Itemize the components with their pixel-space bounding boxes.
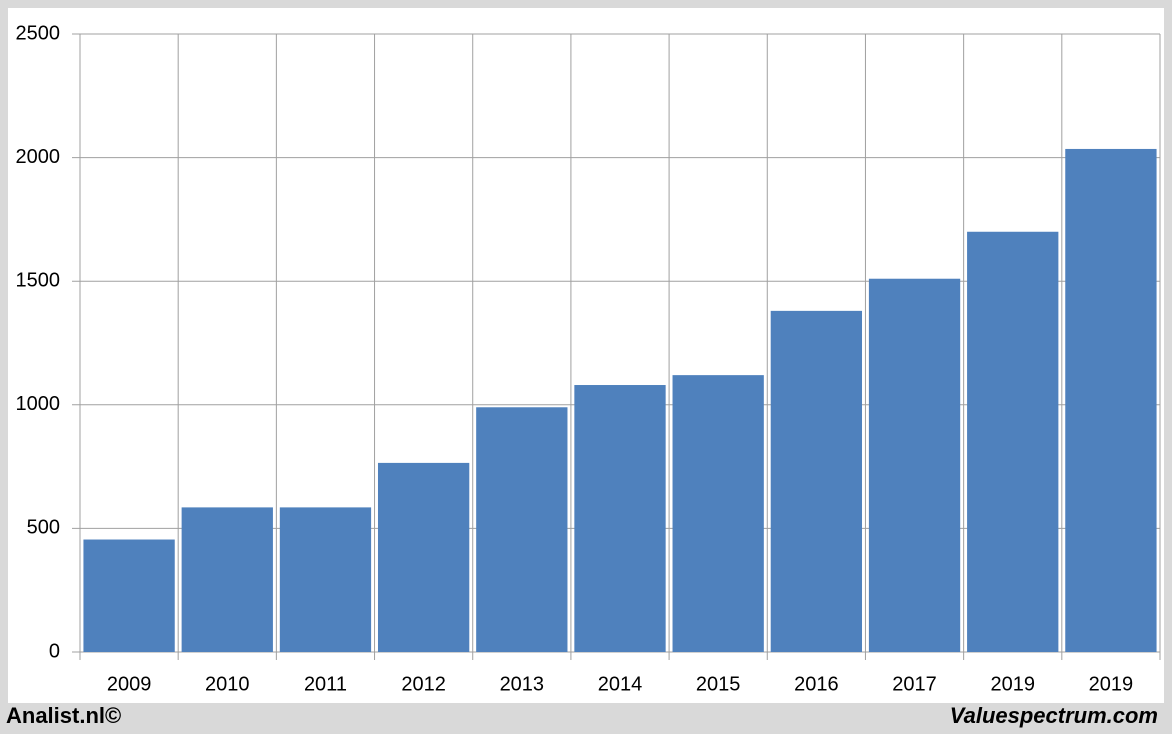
y-tick-label: 0 (49, 640, 60, 662)
x-tick-label: 2009 (107, 673, 152, 695)
x-tick-label: 2010 (205, 673, 250, 695)
bar (574, 385, 666, 652)
y-tick-label: 2500 (16, 22, 61, 44)
bar (672, 375, 764, 652)
footer-left: Analist.nl© (6, 703, 121, 728)
bar (1065, 148, 1157, 652)
x-tick-label: 2019 (1089, 673, 1134, 695)
y-tick-label: 2000 (16, 146, 61, 168)
x-tick-label: 2011 (304, 673, 347, 695)
x-tick-label: 2013 (500, 673, 545, 695)
x-tick-label: 2017 (892, 673, 937, 695)
x-tick-label: 2016 (794, 673, 839, 695)
bar (83, 539, 175, 652)
footer-right: Valuespectrum.com (950, 703, 1158, 728)
bar (770, 310, 863, 652)
bar (967, 231, 1059, 652)
bar (476, 407, 568, 652)
x-tick-label: 2014 (598, 673, 643, 695)
y-tick-label: 1500 (16, 269, 61, 291)
bar (181, 507, 273, 652)
y-tick-label: 1000 (16, 393, 61, 415)
bar (377, 462, 470, 652)
y-tick-label: 500 (27, 517, 60, 539)
bar (279, 507, 372, 652)
bar (868, 278, 961, 652)
x-tick-label: 2019 (990, 673, 1035, 695)
x-tick-label: 2012 (401, 673, 446, 695)
x-tick-label: 2015 (696, 673, 741, 695)
